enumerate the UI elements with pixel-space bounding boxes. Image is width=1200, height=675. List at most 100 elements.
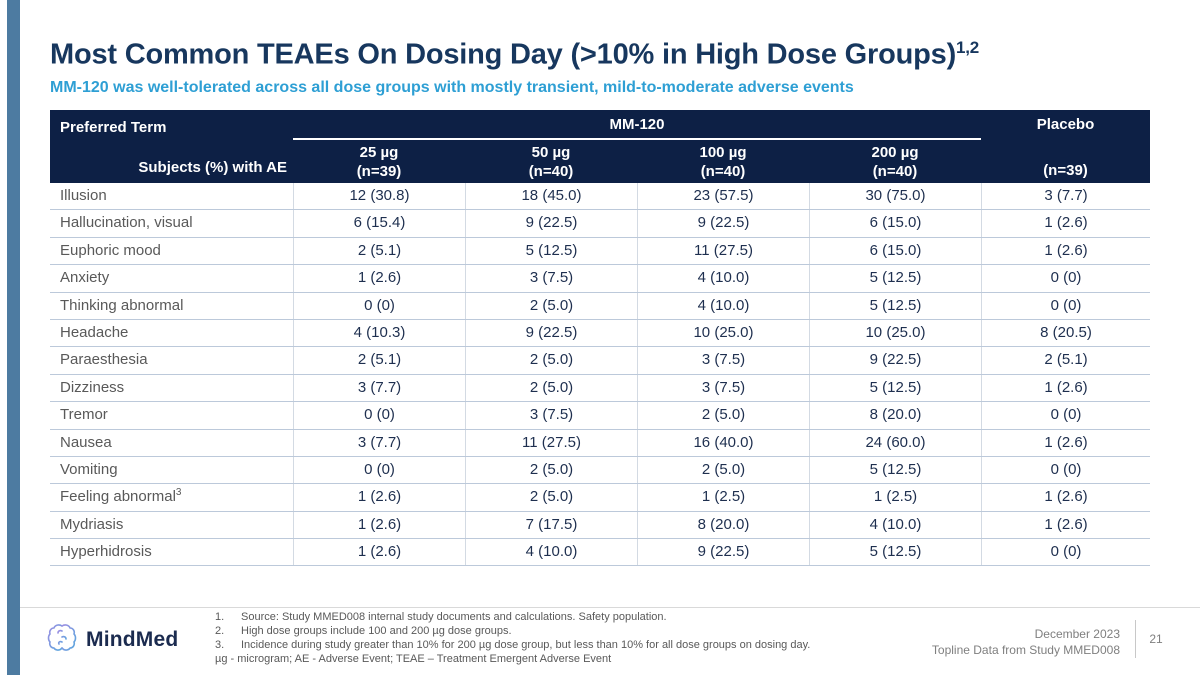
value-cell: 1 (2.6) [293, 265, 465, 292]
value-cell: 8 (20.0) [637, 511, 809, 539]
footnotes: 1. Source: Study MMED008 internal study … [215, 610, 810, 666]
table-row: Nausea 3 (7.7) 11 (27.5) 16 (40.0) 24 (60.0)… [50, 429, 1150, 457]
subjects-with-ae-header: Subjects (%) with AE [138, 159, 287, 176]
value-cell: 1 (2.6) [293, 484, 465, 511]
value-cell: 1 (2.6) [981, 210, 1150, 237]
value-cell: 9 (22.5) [809, 347, 981, 374]
footnote-3-text: Incidence during study greater than 10% … [241, 639, 811, 651]
value-cell: 30 (75.0) [809, 183, 981, 210]
value-cell: 2 (5.0) [637, 402, 809, 429]
left-accent-bar [7, 0, 20, 675]
preferred-term-cell: Feeling abnormal3 [60, 487, 182, 506]
table-row: Anxiety 1 (2.6) 3 (7.5) 4 (10.0) 5 (12.5) 0 (… [50, 265, 1150, 293]
value-cell: 3 (7.5) [637, 374, 809, 402]
footnote-1-number: 1. [215, 611, 225, 623]
value-cell: 2 (5.1) [293, 237, 465, 265]
page-number: 21 [1149, 632, 1163, 646]
table-row: Headache 4 (10.3) 9 (22.5) 10 (25.0) 10 (25.… [50, 319, 1150, 348]
preferred-term-cell: Thinking abnormal [60, 296, 184, 314]
page-subtitle: MM-120 was well-tolerated across all dos… [50, 79, 854, 96]
placebo-header: Placebo [1036, 116, 1095, 133]
value-cell: 6 (15.0) [809, 210, 981, 237]
value-cell: 1 (2.6) [981, 511, 1150, 539]
value-cell: 5 (12.5) [809, 456, 981, 484]
value-cell: 3 (7.7) [293, 374, 465, 402]
table-header: Preferred Term Subjects (%) with AE MM-1… [50, 110, 1150, 183]
footnote-3: 3. Incidence during study greater than 1… [215, 638, 810, 652]
value-cell: 6 (15.0) [809, 237, 981, 265]
table-row: Thinking abnormal 0 (0) 2 (5.0) 4 (10.0) 5 (… [50, 292, 1150, 320]
value-cell: 1 (2.5) [809, 484, 981, 511]
value-cell: 2 (5.0) [637, 456, 809, 484]
table-row: Paraesthesia 2 (5.1) 2 (5.0) 3 (7.5) 9 (22.5… [50, 347, 1150, 375]
table-row: Euphoric mood 2 (5.1) 5 (12.5) 11 (27.5) 6 (… [50, 237, 1150, 266]
mm120-group-header: MM-120 [609, 116, 665, 133]
teae-table-body: Illusion 12 (30.8) 18 (45.0) 23 (57.5) 30 (7… [50, 183, 1150, 567]
value-cell: 4 (10.0) [465, 539, 637, 566]
value-cell: 3 (7.5) [637, 347, 809, 374]
value-cell: 10 (25.0) [637, 319, 809, 347]
value-cell: 2 (5.1) [981, 347, 1150, 374]
value-cell: 3 (7.7) [293, 429, 465, 456]
preferred-term-cell: Dizziness [60, 378, 125, 396]
footer-divider-line [20, 607, 1200, 608]
preferred-term-cell: Euphoric mood [60, 241, 161, 259]
value-cell: 0 (0) [981, 539, 1150, 566]
value-cell: 2 (5.0) [465, 347, 637, 374]
preferred-term-cell: Paraesthesia [60, 351, 148, 369]
value-cell: 3 (7.5) [465, 265, 637, 292]
value-cell: 9 (22.5) [465, 319, 637, 347]
value-cell: 23 (57.5) [637, 183, 809, 210]
preferred-term-cell: Illusion [60, 187, 107, 204]
value-cell: 1 (2.6) [293, 511, 465, 539]
preferred-term-cell: Nausea [60, 433, 112, 451]
value-cell: 11 (27.5) [637, 237, 809, 265]
value-cell: 5 (12.5) [809, 265, 981, 292]
footnote-2-number: 2. [215, 625, 225, 637]
value-cell: 4 (10.0) [637, 265, 809, 292]
preferred-term-cell: Mydriasis [60, 515, 124, 533]
value-cell: 2 (5.0) [465, 456, 637, 484]
value-cell: 16 (40.0) [637, 429, 809, 456]
value-cell: 3 (7.5) [465, 402, 637, 429]
value-cell: 2 (5.1) [293, 347, 465, 374]
table-row: Feeling abnormal3 1 (2.6) 2 (5.0) 1 (2.5) 1 … [50, 484, 1150, 512]
preferred-term-cell: Tremor [60, 406, 108, 424]
mm120-group-underline [293, 138, 981, 140]
value-cell: 1 (2.6) [981, 429, 1150, 456]
value-cell: 6 (15.4) [293, 210, 465, 237]
value-cell: 0 (0) [981, 456, 1150, 484]
value-cell: 0 (0) [293, 402, 465, 429]
value-cell: 2 (5.0) [465, 292, 637, 319]
table-row: Vomiting 0 (0) 2 (5.0) 2 (5.0) 5 (12.5) 0 (0) [50, 456, 1150, 485]
footer-date: December 2023 [1034, 627, 1120, 641]
dose-column-header: 25 µg (n=39) [356, 144, 402, 180]
preferred-term-cell: Headache [60, 323, 129, 341]
value-cell: 8 (20.5) [981, 319, 1150, 347]
table-row: Tremor 0 (0) 3 (7.5) 2 (5.0) 8 (20.0) 0 (0) [50, 402, 1150, 430]
value-cell: 18 (45.0) [465, 183, 637, 210]
page-title: Most Common TEAEs On Dosing Day (>10% in… [50, 30, 979, 73]
value-cell: 1 (2.6) [293, 539, 465, 566]
brain-icon [46, 621, 78, 658]
value-cell: 2 (5.0) [465, 484, 637, 511]
value-cell: 5 (12.5) [809, 374, 981, 402]
preferred-term-cell: Hallucination, visual [60, 214, 193, 232]
value-cell: 7 (17.5) [465, 511, 637, 539]
footnote-1: 1. Source: Study MMED008 internal study … [215, 610, 810, 624]
value-cell: 11 (27.5) [465, 429, 637, 456]
footnote-2: 2. High dose groups include 100 and 200 … [215, 624, 810, 638]
table-row: Illusion 12 (30.8) 18 (45.0) 23 (57.5) 30 (7… [50, 183, 1150, 211]
value-cell: 4 (10.0) [809, 511, 981, 539]
table-row: Dizziness 3 (7.7) 2 (5.0) 3 (7.5) 5 (12.5) 1 … [50, 374, 1150, 403]
page-title-text: Most Common TEAEs On Dosing Day (>10% in… [50, 38, 957, 71]
page-title-superscript: 1,2 [956, 38, 980, 57]
logo-wordmark: MindMed [86, 627, 179, 651]
preferred-term-cell: Vomiting [60, 460, 118, 478]
value-cell: 1 (2.5) [637, 484, 809, 511]
value-cell: 0 (0) [981, 292, 1150, 319]
dose-column-header: 50 µg (n=40) [528, 144, 574, 180]
value-cell: 5 (12.5) [809, 539, 981, 566]
footer-meta: December 2023 Topline Data from Study MM… [932, 626, 1120, 658]
